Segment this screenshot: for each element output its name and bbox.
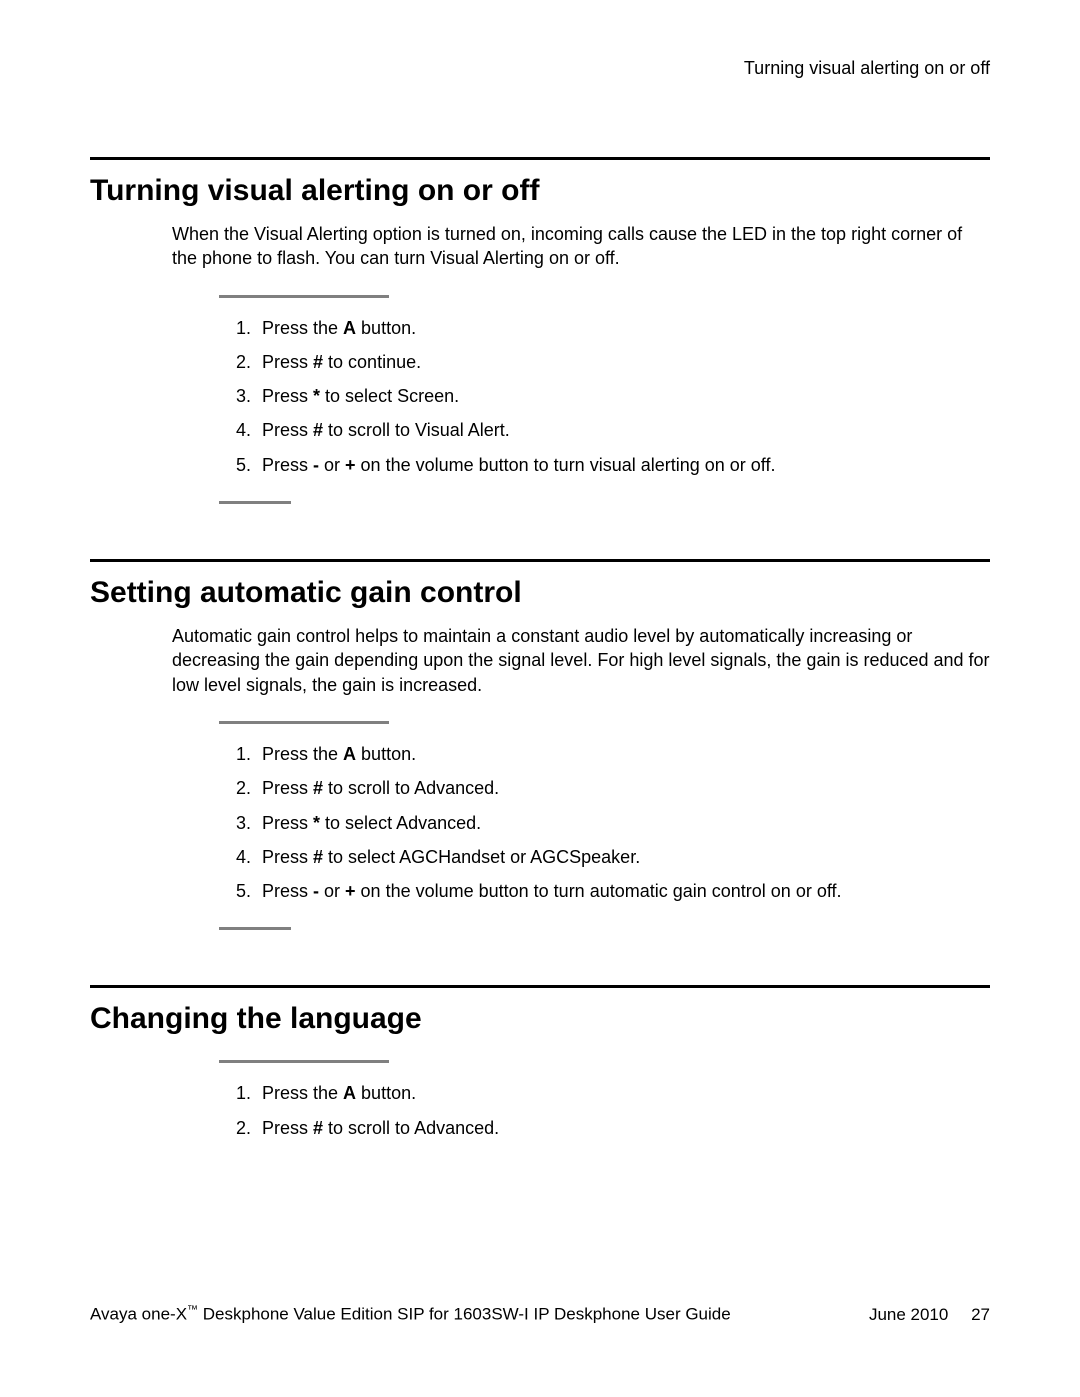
steps-start-rule (219, 295, 389, 298)
step-item: Press # to scroll to Visual Alert. (256, 418, 990, 442)
steps-list: Press the A button. Press # to scroll to … (212, 742, 990, 903)
footer-page-number: 27 (971, 1305, 990, 1324)
section-rule (90, 985, 990, 988)
step-item: Press # to scroll to Advanced. (256, 776, 990, 800)
page-footer: Avaya one-X™ Deskphone Value Edition SIP… (90, 1304, 990, 1325)
footer-product-suffix: Deskphone Value Edition SIP for 1603SW-I… (198, 1305, 731, 1324)
running-header: Turning visual alerting on or off (90, 58, 990, 79)
step-item: Press the A button. (256, 316, 990, 340)
step-item: Press # to scroll to Advanced. (256, 1116, 990, 1140)
steps-list: Press the A button. Press # to scroll to … (212, 1081, 990, 1140)
tm-symbol: ™ (187, 1304, 198, 1316)
footer-right: June 2010 27 (869, 1305, 990, 1325)
step-item: Press - or + on the volume button to tur… (256, 453, 990, 477)
step-item: Press - or + on the volume button to tur… (256, 879, 990, 903)
section-body: When the Visual Alerting option is turne… (172, 222, 990, 504)
section-body: Automatic gain control helps to maintain… (172, 624, 990, 930)
section-rule (90, 157, 990, 160)
footer-product-prefix: Avaya one-X (90, 1305, 187, 1324)
step-item: Press * to select Screen. (256, 384, 990, 408)
section-title: Changing the language (90, 1002, 990, 1036)
section-intro: When the Visual Alerting option is turne… (172, 222, 990, 271)
steps-start-rule (219, 1060, 389, 1063)
section-title: Setting automatic gain control (90, 576, 990, 610)
steps-list: Press the A button. Press # to continue. P… (212, 316, 990, 477)
step-item: Press the A button. (256, 1081, 990, 1105)
section-intro: Automatic gain control helps to maintain… (172, 624, 990, 697)
step-item: Press * to select Advanced. (256, 811, 990, 835)
section-title: Turning visual alerting on or off (90, 174, 990, 208)
section-rule (90, 559, 990, 562)
footer-product: Avaya one-X™ Deskphone Value Edition SIP… (90, 1304, 731, 1325)
step-item: Press # to select AGCHandset or AGCSpeak… (256, 845, 990, 869)
section-body: Press the A button. Press # to scroll to … (172, 1060, 990, 1140)
step-item: Press the A button. (256, 742, 990, 766)
steps-start-rule (219, 721, 389, 724)
step-item: Press # to continue. (256, 350, 990, 374)
footer-date: June 2010 (869, 1305, 948, 1324)
page: Turning visual alerting on or off Turnin… (0, 0, 1080, 1397)
